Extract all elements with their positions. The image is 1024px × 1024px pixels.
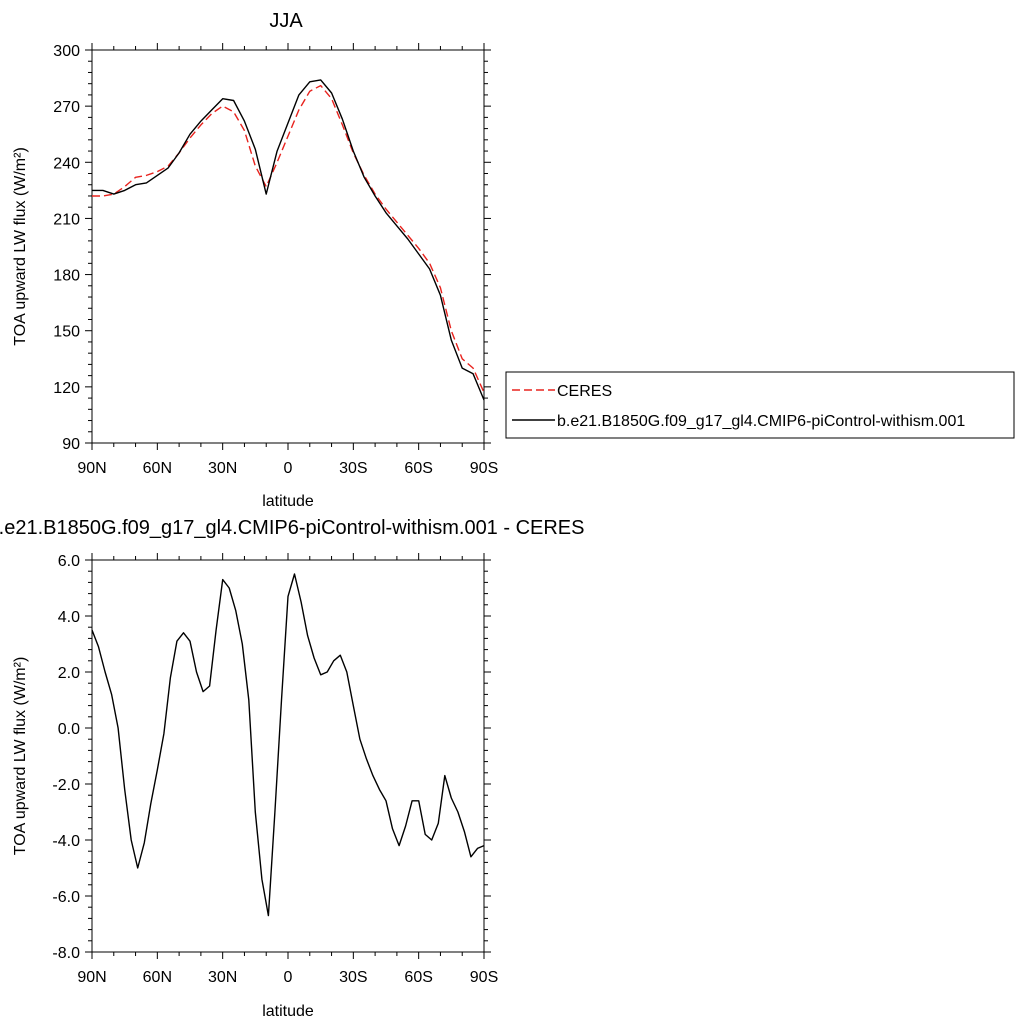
y-tick-label: 180 (53, 268, 80, 285)
y-tick-label: 4.0 (58, 609, 80, 626)
x-tick-label: 60S (404, 969, 432, 986)
y-axis-label: TOA upward LW flux (W/m²) (12, 147, 29, 346)
x-tick-label: 30N (208, 969, 237, 986)
x-tick-label: 30N (208, 460, 237, 477)
legend: CERES b.e21.B1850G.f09_g17_gl4.CMIP6-piCo… (505, 371, 1015, 439)
chart-title: JJA (269, 10, 303, 32)
legend-box (505, 371, 1015, 439)
legend-label-0: CERES (557, 383, 612, 400)
series-line-1 (92, 79, 485, 401)
x-tick-label: 60S (404, 460, 432, 477)
legend-label-1: b.e21.B1850G.f09_g17_gl4.CMIP6-piControl… (557, 413, 965, 430)
y-tick-label: -6.0 (52, 889, 80, 906)
y-tick-label: 270 (53, 99, 80, 116)
y-tick-label: 240 (53, 155, 80, 172)
y-tick-label: 210 (53, 211, 80, 228)
x-tick-label: 90N (77, 460, 106, 477)
y-tick-label: 90 (62, 436, 80, 453)
y-tick-label: -4.0 (52, 833, 80, 850)
series-line-0 (92, 84, 485, 393)
x-tick-label: 90S (470, 969, 498, 986)
x-tick-label: 90S (470, 460, 498, 477)
plot-frame (91, 559, 485, 953)
y-tick-label: 150 (53, 324, 80, 341)
y-tick-label: 120 (53, 380, 80, 397)
plot-frame (91, 49, 485, 444)
y-tick-label: -2.0 (52, 777, 80, 794)
chart-bottom-difference: -8.0 -6.0 -4.0 -2.0 0.0 2.0 4.0 6.0 90N 60N 30N 0 30… (0, 517, 584, 1020)
x-tick-label: 60N (143, 460, 172, 477)
chart-top-jja: 90 120 150 180 210 240 270 300 90N 60N 30N 0 30S 60S 9… (12, 10, 498, 510)
y-tick-label: 0.0 (58, 721, 80, 738)
x-tick-label: 0 (284, 460, 293, 477)
chart-title: b.e21.B1850G.f09_g17_gl4.CMIP6-piControl… (0, 517, 584, 539)
x-tick-label: 60N (143, 969, 172, 986)
y-tick-label: 300 (53, 43, 80, 60)
x-tick-label: 0 (284, 969, 293, 986)
x-axis-label: latitude (262, 493, 314, 510)
x-tick-label: 30S (339, 969, 367, 986)
y-tick-label: 2.0 (58, 665, 80, 682)
y-tick-label: 6.0 (58, 553, 80, 570)
x-tick-label: 90N (77, 969, 106, 986)
series-line-0 (91, 573, 485, 917)
x-axis-label: latitude (262, 1003, 314, 1020)
y-tick-label: -8.0 (52, 945, 80, 962)
x-tick-label: 30S (339, 460, 367, 477)
y-axis-label: TOA upward LW flux (W/m²) (12, 657, 29, 856)
